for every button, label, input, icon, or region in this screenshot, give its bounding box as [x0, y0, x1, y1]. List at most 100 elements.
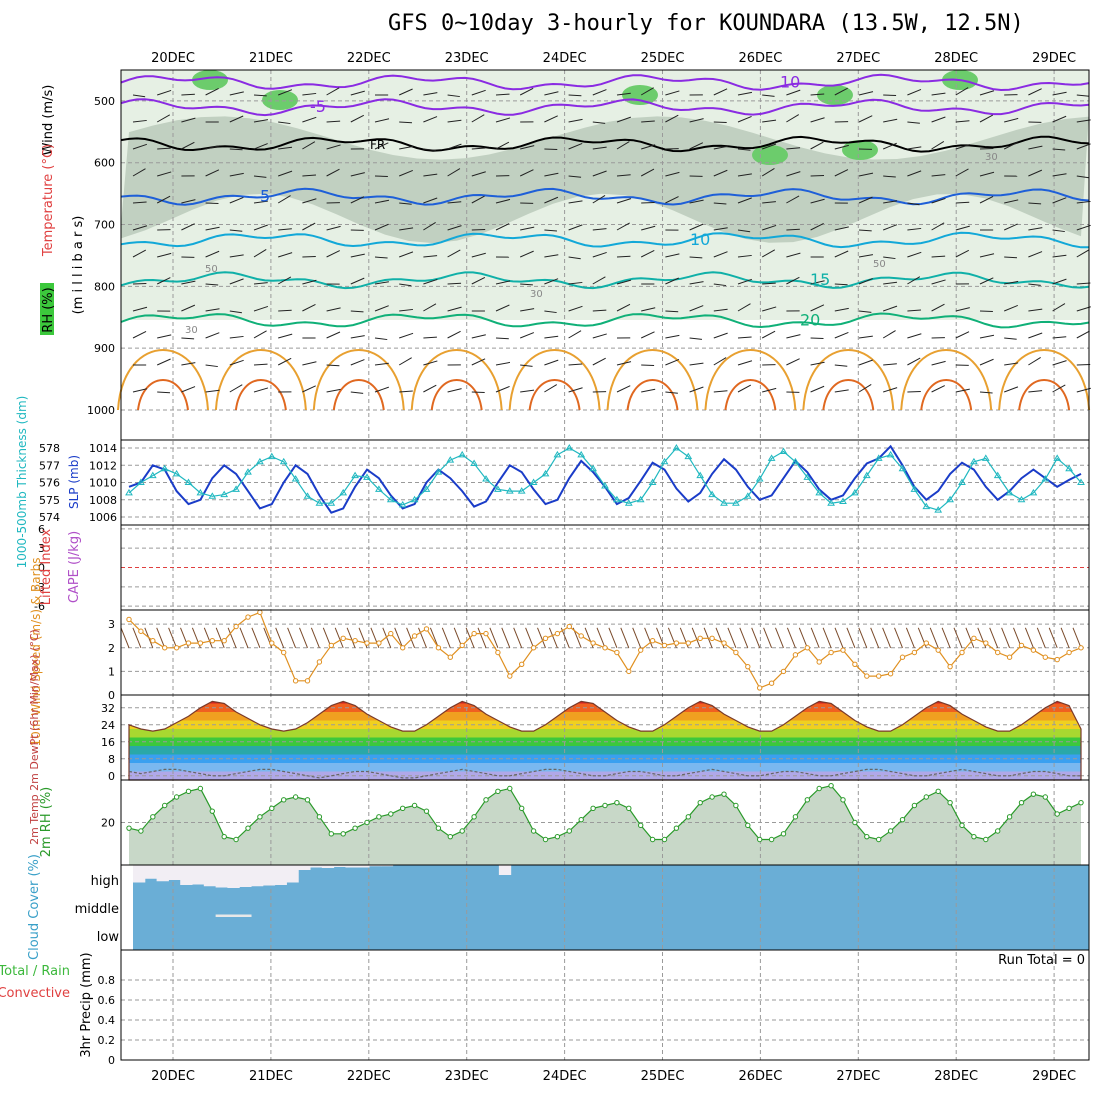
wind-speed-point [1078, 645, 1084, 651]
wind-barb [495, 280, 511, 285]
wind-barb [253, 143, 268, 150]
wind-speed-point [804, 645, 810, 651]
wind-barb [883, 256, 896, 260]
thickness-point [315, 499, 324, 506]
wind-barb [520, 145, 535, 150]
wind-barb [858, 384, 872, 393]
wind-barb [132, 306, 148, 312]
wind-barb [1004, 117, 1019, 123]
date-label-top: 20DEC [151, 51, 195, 66]
pressure-tick: 800 [94, 280, 115, 293]
wind-barb [1052, 336, 1067, 339]
rh2m-point [1078, 799, 1084, 806]
wind-speed-point [590, 640, 596, 646]
wind-barb [955, 87, 969, 96]
thickness-point [934, 506, 943, 513]
wind-barb-10m [846, 627, 856, 648]
wind-barb [1004, 337, 1017, 340]
wind-barb [544, 254, 559, 258]
wind-barb [931, 116, 946, 123]
wind-barb [447, 143, 462, 150]
wind-barb [810, 280, 825, 285]
wind-speed-point [828, 649, 834, 656]
wind-barb [253, 175, 267, 178]
wind-barb [399, 145, 414, 150]
wind-barb [592, 276, 606, 285]
cloud-high-bar [239, 865, 252, 887]
wind-barb [1028, 227, 1043, 231]
wind-barb [1076, 330, 1090, 339]
wind-speed-point [233, 623, 239, 630]
rh2m-point [887, 828, 894, 834]
isotherm-line [120, 135, 1090, 153]
wind-barb [544, 91, 559, 96]
wind-barb [253, 224, 268, 231]
wind-barb [737, 303, 751, 312]
wind-barb [592, 170, 607, 177]
wind-barb [1052, 360, 1067, 366]
wind-barb-10m [382, 627, 392, 648]
wind-speed-point [566, 623, 572, 630]
wind-barb [834, 331, 849, 339]
wind-barb [834, 307, 849, 312]
temp-tick: 8 [108, 753, 115, 766]
wind-barb [544, 115, 558, 123]
wind-barb [423, 197, 438, 204]
wind-barb [834, 389, 849, 393]
wind-barb [907, 170, 922, 177]
wind-barb [471, 114, 485, 123]
rh2m-point [483, 797, 489, 803]
wind-barb [737, 254, 752, 258]
thickness-point [398, 500, 407, 508]
wind-barb [689, 199, 704, 204]
wind-barb [979, 391, 993, 394]
slp-tick: 1010 [89, 477, 117, 490]
rh2m-point [554, 833, 561, 840]
wind-speed-point [411, 633, 418, 639]
wind-speed-point [649, 637, 656, 644]
wind-speed-point [840, 647, 846, 653]
wind-barb [326, 144, 341, 150]
wind-speed-point [995, 649, 1001, 656]
wind-barb [1076, 249, 1090, 258]
thickness-point [601, 481, 609, 489]
wind-barb [278, 228, 292, 231]
precip-ylabel: 3hr Precip (mm) [79, 952, 94, 1057]
thickness-point [160, 464, 169, 472]
thickness-point [267, 452, 276, 460]
wind-barb [399, 308, 413, 312]
wind-barb [834, 364, 848, 367]
wind-barb-10m [548, 627, 558, 648]
rh2m-point [638, 822, 644, 829]
wind-barb [979, 277, 994, 285]
wind-side-label: Wind (m/s) [41, 85, 56, 156]
wind-speed-point [126, 616, 132, 623]
wind-barb [157, 171, 172, 177]
wind-barb [665, 114, 679, 123]
wind-barb [544, 384, 558, 393]
wind-barb [1028, 145, 1043, 150]
wind-barb [834, 144, 849, 150]
date-label-bottom: 24DEC [543, 1069, 587, 1084]
wind-speed-point [947, 663, 953, 670]
wind-barb [350, 114, 365, 123]
wind-barb [399, 169, 413, 177]
wind-barb [520, 364, 533, 367]
rh2m-point [780, 831, 787, 837]
heat-contour-inner [234, 379, 287, 411]
wind-barb [374, 362, 389, 366]
date-label-bottom: 26DEC [738, 1069, 782, 1084]
wind-barb [423, 303, 437, 312]
wind-barb-10m [1001, 627, 1011, 648]
wind-barb [665, 358, 680, 366]
wind-barb [810, 93, 825, 96]
wind-barb [253, 282, 268, 285]
wind-barb [737, 229, 751, 233]
wind-barb [350, 310, 364, 313]
wind-barb [689, 362, 704, 366]
wind-barb [616, 198, 632, 204]
wind-barb [277, 276, 292, 285]
wind-speed-point [816, 659, 822, 665]
wind-barb [447, 306, 462, 312]
wind-barb [205, 308, 220, 312]
